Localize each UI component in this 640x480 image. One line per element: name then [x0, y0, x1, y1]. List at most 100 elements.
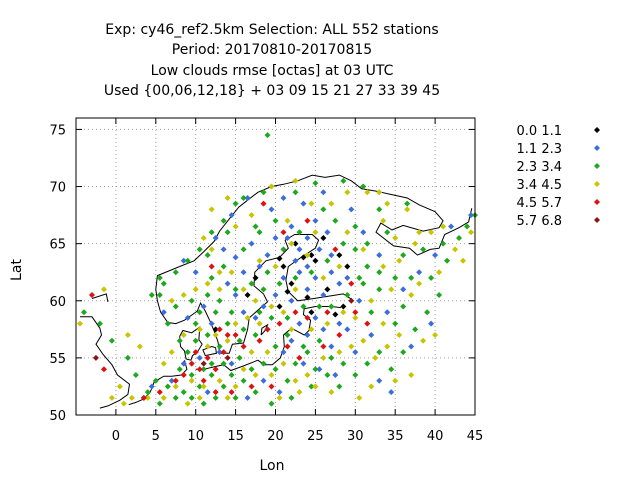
station-point	[156, 400, 163, 407]
coastline	[202, 345, 217, 357]
station-point	[240, 246, 247, 253]
station-point	[336, 263, 343, 270]
station-point	[224, 354, 231, 361]
x-tick-label: 20	[267, 429, 284, 444]
station-point	[232, 223, 239, 230]
station-point	[332, 372, 339, 379]
station-point	[364, 240, 371, 247]
station-point	[224, 320, 231, 327]
station-point	[328, 269, 335, 276]
station-point	[196, 246, 203, 253]
station-point	[388, 286, 395, 293]
station-point	[384, 309, 391, 316]
station-point	[292, 286, 299, 293]
station-point	[280, 309, 287, 316]
station-point	[284, 332, 291, 339]
station-point	[312, 180, 319, 187]
station-point	[288, 326, 295, 333]
x-tick-label: 45	[467, 429, 484, 444]
station-point	[208, 320, 215, 327]
station-point	[280, 349, 287, 356]
station-point	[180, 389, 187, 396]
station-point	[292, 274, 299, 281]
station-point	[320, 343, 327, 350]
station-point	[300, 360, 307, 367]
station-point	[216, 377, 223, 384]
station-point	[328, 303, 335, 310]
station-point	[304, 314, 311, 321]
station-point	[160, 309, 167, 316]
station-point	[384, 200, 391, 207]
legend-label: 3.4 4.5	[517, 178, 562, 193]
station-point	[164, 320, 171, 327]
station-point	[140, 394, 147, 401]
station-point	[304, 372, 311, 379]
station-point	[296, 269, 303, 276]
station-point	[436, 292, 443, 299]
station-point	[300, 343, 307, 350]
station-point	[224, 394, 231, 401]
station-point	[320, 206, 327, 213]
station-point	[292, 189, 299, 196]
station-point	[136, 343, 143, 350]
station-point	[244, 292, 251, 299]
station-point	[224, 194, 231, 201]
station-point	[364, 320, 371, 327]
station-point	[276, 389, 283, 396]
station-point	[272, 217, 279, 224]
station-point	[284, 217, 291, 224]
legend-marker	[594, 181, 600, 187]
station-point	[332, 246, 339, 253]
station-point	[180, 372, 187, 379]
station-point	[268, 206, 275, 213]
station-point	[348, 297, 355, 304]
coastline	[128, 360, 188, 406]
station-point	[108, 337, 115, 344]
station-point	[180, 292, 187, 299]
station-point	[212, 366, 219, 373]
station-point	[376, 286, 383, 293]
station-point	[308, 269, 315, 276]
station-point	[360, 183, 367, 190]
station-point	[272, 263, 279, 270]
station-point	[156, 274, 163, 281]
station-point	[264, 349, 271, 356]
station-point	[316, 303, 323, 310]
station-point	[352, 246, 359, 253]
station-point	[340, 309, 347, 316]
station-point	[292, 360, 299, 367]
station-point	[204, 280, 211, 287]
station-point	[160, 280, 167, 287]
station-point	[220, 246, 227, 253]
station-point	[236, 354, 243, 361]
station-point	[292, 257, 299, 264]
y-tick-labels: 50 55 60 65 70 75	[49, 123, 66, 424]
station-point	[232, 332, 239, 339]
station-point	[312, 257, 319, 264]
station-point	[312, 366, 319, 373]
station-point	[360, 246, 367, 253]
station-point	[400, 349, 407, 356]
station-point	[376, 189, 383, 196]
station-point	[192, 320, 199, 327]
station-point	[304, 294, 311, 301]
title-line-2: Period: 20170810-20170815	[172, 42, 372, 58]
station-point	[280, 360, 287, 367]
station-point	[232, 254, 239, 261]
station-point	[196, 309, 203, 316]
station-point	[404, 200, 411, 207]
station-point	[416, 280, 423, 287]
station-point	[384, 343, 391, 350]
station-point	[236, 337, 243, 344]
station-point	[280, 194, 287, 201]
x-tick-label: 30	[347, 429, 364, 444]
station-point	[240, 309, 247, 316]
legend-marker	[594, 127, 600, 133]
station-point	[124, 332, 131, 339]
station-point	[308, 383, 315, 390]
station-point	[192, 286, 199, 293]
station-point	[328, 389, 335, 396]
station-point	[120, 400, 127, 407]
station-point	[204, 389, 211, 396]
station-point	[268, 314, 275, 321]
